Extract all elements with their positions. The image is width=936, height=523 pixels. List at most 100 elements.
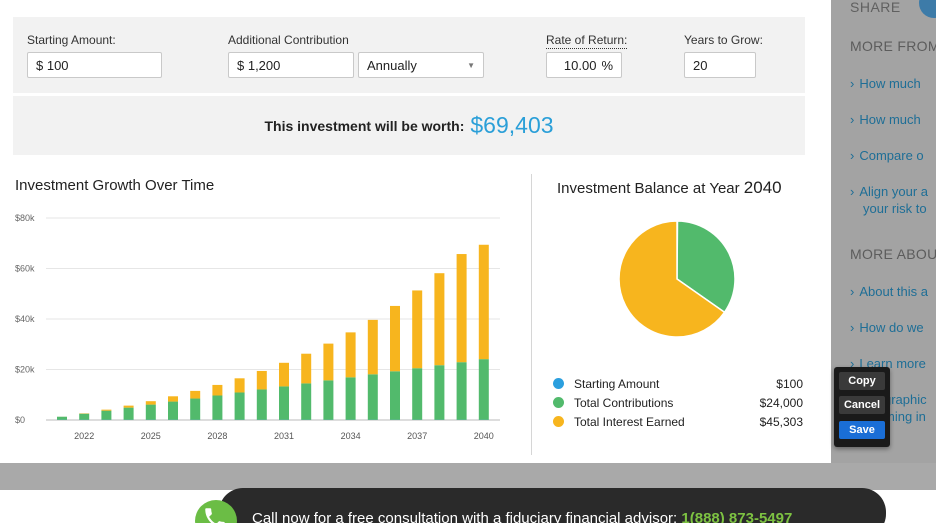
bar-segment — [367, 374, 378, 420]
sidebar-link[interactable]: graphic ming in — [884, 392, 927, 424]
save-button[interactable]: Save — [839, 421, 885, 439]
growth-chart-title: Investment Growth Over Time — [15, 177, 215, 194]
bar-segment — [145, 404, 156, 420]
legend-swatch — [553, 378, 564, 389]
percent-unit: % — [601, 57, 613, 73]
starting-amount-label: Starting Amount: — [27, 33, 116, 47]
x-tick-label: 2037 — [407, 431, 427, 441]
bar-segment — [478, 244, 489, 360]
y-tick-label: $60k — [15, 264, 35, 274]
bar-segment — [279, 362, 289, 387]
call-banner[interactable]: Call now for a free consultation with a … — [219, 488, 886, 523]
bar-segment — [190, 398, 201, 420]
bar-segment — [367, 319, 378, 375]
bar-segment — [212, 384, 223, 396]
bar-segment — [168, 401, 178, 420]
banner-text: Call now for a free consultation with a … — [252, 510, 792, 523]
bar-segment — [279, 386, 289, 420]
chevron-right-icon: › — [850, 76, 855, 91]
bar-segment — [234, 392, 245, 420]
x-tick-label: 2022 — [74, 431, 94, 441]
pie-legend: Starting Amount $100 Total Contributions… — [553, 374, 803, 431]
investment-calculator: Starting Amount: $ 100 Additional Contri… — [13, 17, 805, 455]
bar-segment — [256, 389, 267, 420]
cancel-button[interactable]: Cancel — [839, 396, 885, 414]
bar-segment — [234, 378, 245, 393]
sidebar-link[interactable]: › How do we — [850, 320, 924, 335]
x-tick-label: 2040 — [474, 431, 494, 441]
legend-item-total-contributions: Total Contributions $24,000 — [553, 393, 803, 412]
calculator-inputs: Starting Amount: $ 100 Additional Contri… — [13, 17, 805, 93]
phone-icon — [195, 500, 237, 523]
rate-value: 10.00 — [563, 57, 597, 73]
contribution-frequency-select[interactable]: Annually ▼ — [358, 52, 484, 78]
overlay-band — [0, 463, 936, 490]
more-about-heading: MORE ABOU — [850, 246, 936, 262]
pie-slice — [676, 220, 736, 314]
bar-segment — [190, 390, 201, 399]
bar-segment — [256, 370, 267, 390]
result-panel: This investment will be worth: $69,403 — [13, 96, 805, 155]
bar-segment — [57, 416, 67, 420]
result-label: This investment will be worth: — [264, 117, 465, 134]
bar-segment — [434, 365, 445, 420]
bar-segment — [345, 332, 356, 378]
more-from-heading: MORE FROM — [850, 38, 936, 54]
legend-value: $45,303 — [759, 414, 803, 429]
chevron-down-icon: ▼ — [467, 60, 475, 70]
banner-phone-link[interactable]: 1(888) 873-5497 — [681, 510, 793, 523]
rate-of-return-label[interactable]: Rate of Return: — [546, 33, 628, 49]
sidebar-link[interactable]: › Compare o — [850, 148, 924, 163]
balance-chart-title: Investment Balance at Year 2040 — [557, 178, 782, 198]
x-tick-label: 2028 — [207, 431, 227, 441]
share-label: SHARE — [850, 0, 901, 15]
legend-swatch — [553, 416, 564, 427]
bar-segment — [145, 401, 156, 405]
years-to-grow-label: Years to Grow: — [684, 33, 763, 47]
y-tick-label: $80k — [15, 213, 35, 223]
bar-segment — [79, 413, 90, 420]
legend-label: Total Interest Earned — [574, 414, 685, 429]
additional-contribution-input[interactable]: $ 1,200 — [228, 52, 354, 78]
twitter-icon[interactable] — [919, 0, 936, 18]
bar-segment — [123, 405, 134, 408]
chevron-right-icon: › — [850, 148, 855, 163]
bar-segment — [390, 305, 400, 372]
x-tick-label: 2025 — [141, 431, 161, 441]
pie-slice — [618, 220, 726, 338]
bar-segment — [168, 396, 178, 402]
chevron-right-icon: › — [850, 184, 855, 199]
bar-segment — [323, 343, 334, 381]
sidebar-link[interactable]: › How much — [850, 112, 921, 127]
legend-value: $100 — [776, 376, 803, 391]
copy-button[interactable]: Copy — [839, 372, 885, 390]
starting-amount-input[interactable]: $ 100 — [27, 52, 162, 78]
years-to-grow-input[interactable]: 20 — [684, 52, 756, 78]
additional-contribution-label: Additional Contribution — [228, 33, 349, 47]
bar-segment — [301, 353, 312, 384]
rate-of-return-input[interactable]: 10.00 % — [546, 52, 622, 78]
sidebar-link[interactable]: › About this a — [850, 284, 928, 299]
bar-segment — [345, 377, 356, 420]
bar-segment — [123, 407, 134, 420]
chevron-right-icon: › — [850, 356, 855, 371]
sidebar-link[interactable]: › How much — [850, 76, 921, 91]
bar-segment — [212, 395, 223, 420]
y-tick-label: $0 — [15, 415, 25, 425]
save-popup: Copy Cancel Save — [834, 367, 890, 447]
bar-segment — [301, 383, 312, 420]
x-tick-label: 2031 — [274, 431, 294, 441]
legend-swatch — [553, 397, 564, 408]
bar-segment — [456, 254, 467, 363]
legend-label: Starting Amount — [574, 376, 660, 391]
legend-value: $24,000 — [759, 395, 803, 410]
sidebar-link[interactable]: › Align your a your risk to — [850, 184, 928, 216]
x-tick-label: 2034 — [341, 431, 361, 441]
balance-chart-year: 2040 — [743, 178, 782, 197]
bar-segment — [434, 273, 445, 366]
result-value: $69,403 — [470, 112, 554, 138]
y-tick-label: $40k — [15, 314, 35, 324]
bar-segment — [412, 290, 423, 369]
y-tick-label: $20k — [15, 365, 35, 375]
bar-segment — [323, 380, 334, 420]
